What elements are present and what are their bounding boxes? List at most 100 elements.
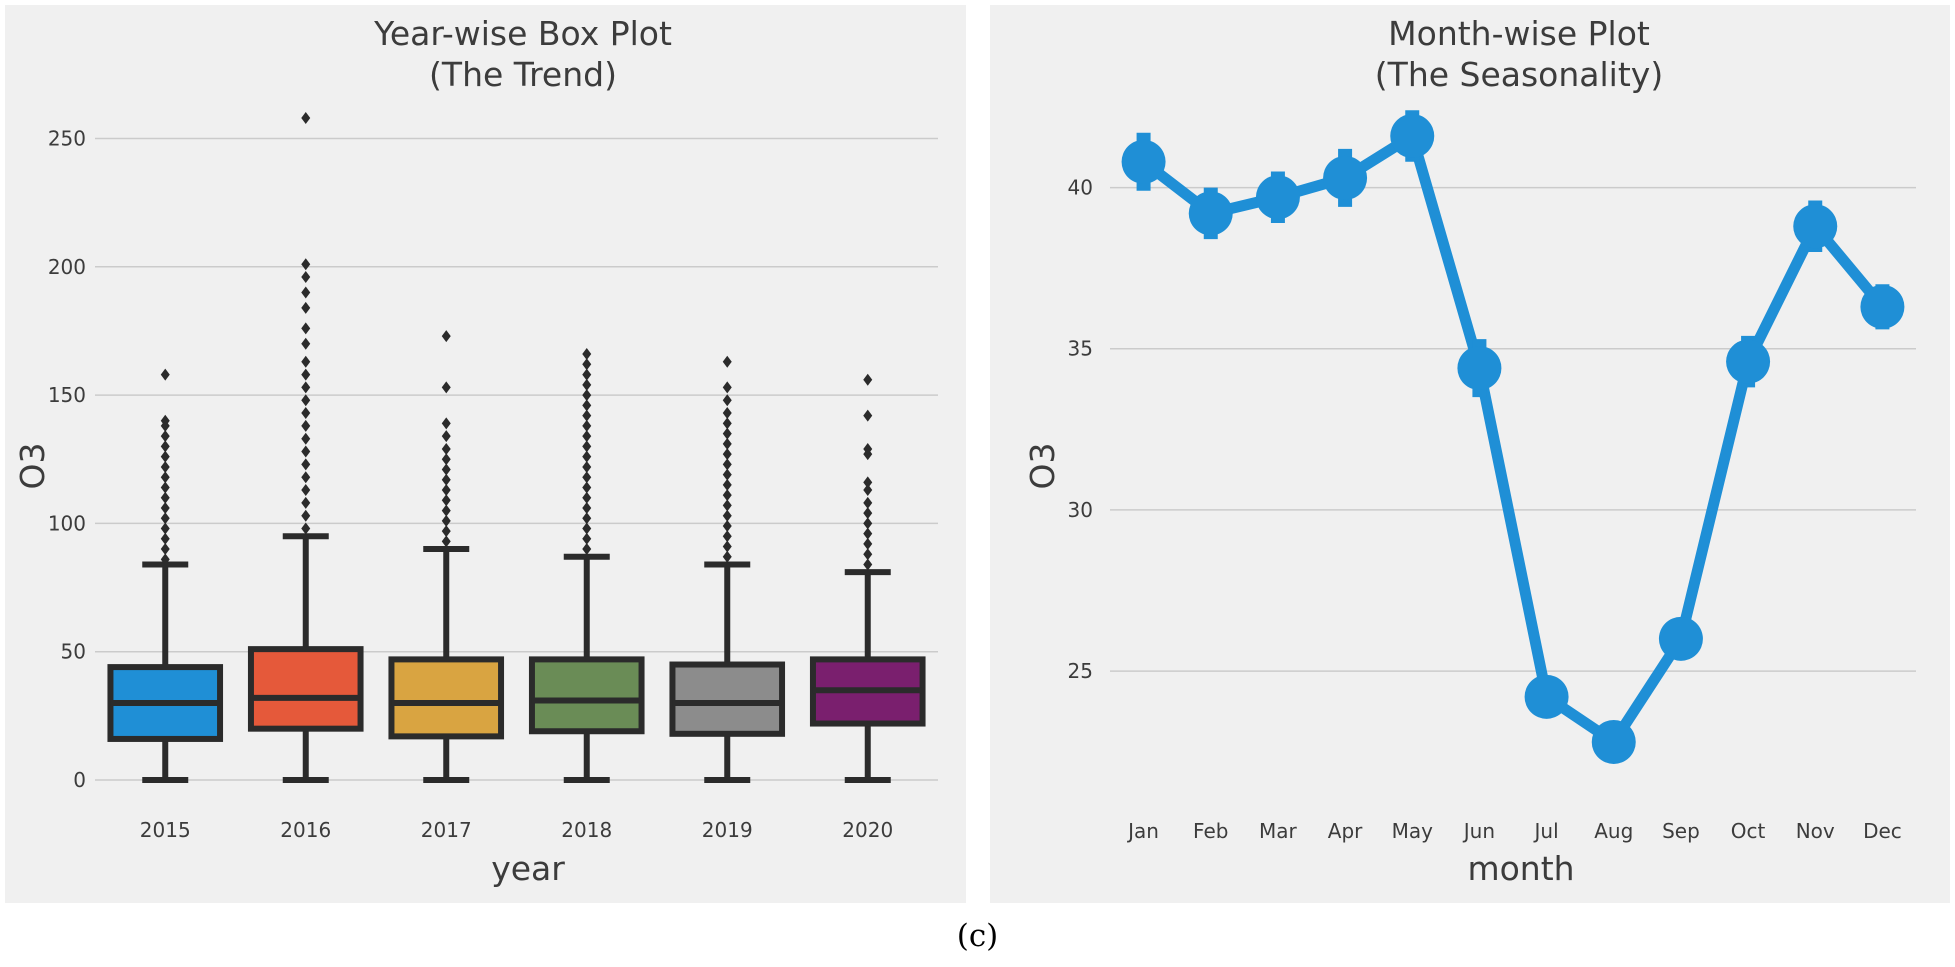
outlier-point [863, 373, 873, 386]
figure-caption: (c) [956, 918, 999, 954]
outlier-point [301, 445, 311, 458]
outlier-point [582, 532, 592, 545]
outlier-point [722, 478, 732, 491]
box-series [107, 111, 926, 783]
left-x-tick-label: 2020 [842, 818, 893, 842]
outlier-point [301, 286, 311, 299]
outlier-point [441, 494, 451, 507]
point-Sep [1658, 616, 1703, 661]
right-y-tick-labels: 25 30 35 40 [1068, 176, 1093, 683]
right-x-tick-label: Jan [1126, 819, 1159, 843]
outlier-point [160, 502, 170, 514]
outlier-point [582, 419, 592, 432]
outlier-point [441, 484, 451, 497]
right-y-axis-label: O3 [1023, 443, 1062, 490]
right-title-line1: Month-wise Plot [1388, 14, 1650, 53]
right-x-tick-label: Aug [1594, 819, 1633, 843]
outlier-point [582, 491, 592, 504]
outlier-point [582, 481, 592, 494]
outlier-point [863, 537, 873, 550]
outlier-point [160, 440, 170, 453]
outlier-point [160, 532, 170, 545]
left-y-axis-label: O3 [13, 443, 52, 490]
outlier-point [441, 330, 451, 343]
right-y-tick-label: 25 [1068, 659, 1093, 683]
point-May [1390, 110, 1435, 162]
outlier-point [722, 499, 732, 512]
outlier-point [301, 458, 311, 471]
outlier-point [301, 432, 311, 445]
outlier-point [863, 527, 873, 540]
left-x-tick-label: 2019 [702, 818, 753, 842]
point-Nov [1793, 200, 1838, 253]
right-y-tick-label: 35 [1068, 337, 1093, 361]
data-point [1726, 339, 1771, 384]
data-point [1255, 175, 1300, 220]
outlier-point [301, 355, 311, 368]
right-x-tick-label: Dec [1863, 819, 1902, 843]
outlier-point [160, 450, 170, 463]
iqr-box [528, 656, 645, 735]
data-point [1658, 616, 1703, 661]
outlier-point [301, 381, 311, 394]
outlier-point [301, 301, 311, 314]
point-Oct [1726, 335, 1771, 388]
outlier-point [301, 419, 311, 432]
outlier-point [160, 460, 170, 473]
outlier-point [722, 407, 732, 420]
outlier-point [301, 322, 311, 335]
outlier-point [160, 471, 170, 484]
left-x-tick-label: 2016 [280, 818, 331, 842]
outlier-point [722, 355, 732, 368]
point-Aug [1591, 719, 1636, 764]
outlier-point [722, 381, 732, 394]
outlier-point [441, 514, 451, 527]
outlier-point [722, 519, 732, 532]
iqr-box [388, 656, 505, 740]
outlier-point [301, 111, 311, 124]
outlier-point [722, 540, 732, 553]
outlier-point [441, 381, 451, 394]
outlier-point [441, 525, 451, 538]
outlier-point [160, 414, 170, 427]
outlier-point [160, 512, 170, 525]
outlier-point [863, 442, 873, 455]
outlier-point [582, 522, 592, 535]
data-point [1390, 114, 1435, 159]
outlier-point [722, 458, 732, 471]
year-box-plot: 0 50 100 150 200 250 2015 2016 2017 2018 2019 2020… [5, 5, 966, 903]
outlier-point [582, 450, 592, 463]
point-Mar [1255, 171, 1300, 224]
box-2016 [247, 111, 364, 783]
outlier-point [722, 550, 732, 563]
right-x-tick-label: Oct [1731, 819, 1766, 843]
iqr-box [247, 646, 364, 732]
outlier-point [441, 430, 451, 443]
outlier-point [722, 417, 732, 430]
outlier-point [582, 471, 592, 484]
iqr-box [669, 661, 786, 737]
outlier-point [160, 553, 170, 566]
outlier-point [582, 409, 592, 422]
point-Apr [1323, 148, 1368, 207]
point-Jul [1524, 674, 1569, 719]
data-point [1457, 346, 1502, 391]
outlier-point [441, 535, 451, 548]
outlier-point [160, 430, 170, 443]
outlier-point [160, 491, 170, 504]
outlier-point [722, 530, 732, 543]
data-point [1793, 204, 1838, 249]
outlier-point [301, 522, 311, 535]
month-line-plot: 25 30 35 40 Jan Feb Mar Apr May Jun Jul Aug Sep Oct N… [990, 5, 1950, 903]
box-2020 [809, 373, 926, 783]
outlier-point [582, 389, 592, 402]
box-2019 [669, 355, 786, 783]
right-title-line2: (The Seasonality) [1375, 55, 1663, 94]
outlier-point [301, 337, 311, 350]
right-x-tick-label: Feb [1193, 819, 1228, 843]
outlier-point [722, 448, 732, 461]
right-x-tick-label: Jul [1533, 819, 1559, 843]
box-2018 [528, 348, 645, 783]
data-point [1860, 284, 1905, 329]
